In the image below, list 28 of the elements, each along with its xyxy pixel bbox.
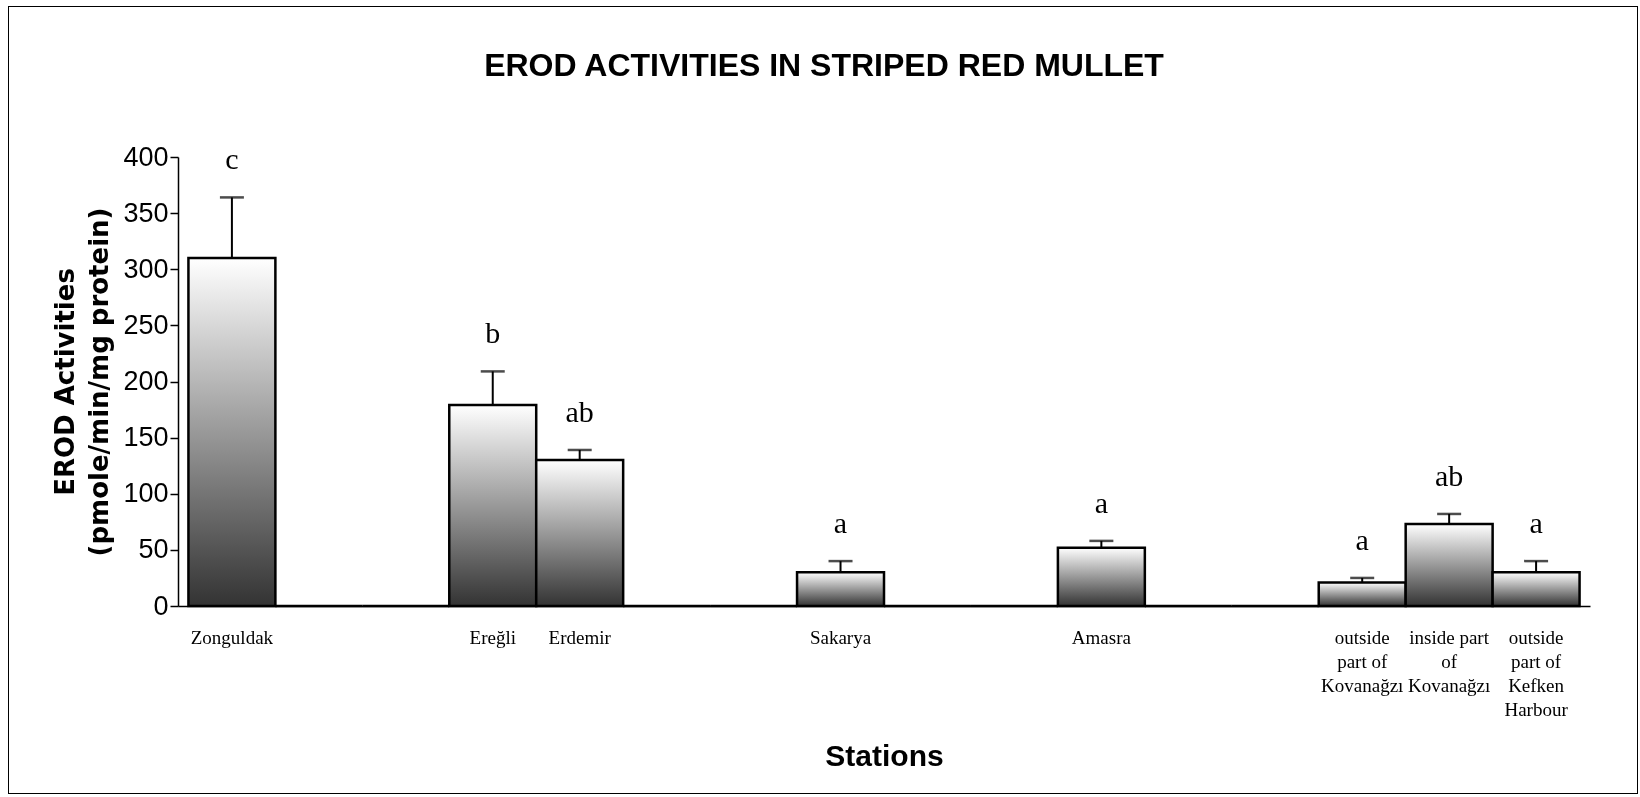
annotation: a	[833, 506, 848, 540]
annotation: a	[1094, 485, 1109, 519]
x-tick-label: Erdemir	[548, 626, 612, 648]
annotation: ab	[565, 394, 594, 428]
x-tick-label: outside part of Kovanağzı	[1321, 626, 1404, 696]
annotation: c	[225, 142, 239, 176]
y-tick-label: 50	[138, 534, 169, 565]
y-tick-label: 250	[123, 309, 169, 340]
y-tick-label: 350	[123, 197, 169, 228]
y-tick-label: 100	[123, 478, 169, 509]
annotation: a	[1355, 522, 1369, 556]
x-tick-label: inside part of Kovanağzı	[1407, 626, 1491, 696]
chart-title: EROD ACTIVITIES IN STRIPED RED MULLET	[484, 47, 1165, 83]
y-tick-label: 200	[123, 366, 169, 396]
y-axis-title: EROD Activities (pmole/min/mg protein)	[50, 207, 115, 557]
y-tick-label: 300	[123, 253, 169, 284]
x-tick-label: Sakarya	[809, 626, 872, 648]
x-tick-label: Zonguldak	[190, 626, 274, 648]
y-tick-label: 400	[123, 141, 169, 172]
annotation: b	[485, 316, 501, 350]
x-tick-label: Amasra	[1071, 626, 1132, 648]
x-tick-label: Ereğli	[469, 626, 516, 648]
annotation: a	[1529, 506, 1543, 540]
y-tick-label: 150	[123, 422, 169, 453]
y-tick-label: 0	[153, 590, 169, 621]
x-tick-label: outside part of Kefken Harbour	[1504, 626, 1569, 720]
annotation: ab	[1434, 458, 1464, 492]
x-axis-title: Stations	[825, 738, 944, 772]
